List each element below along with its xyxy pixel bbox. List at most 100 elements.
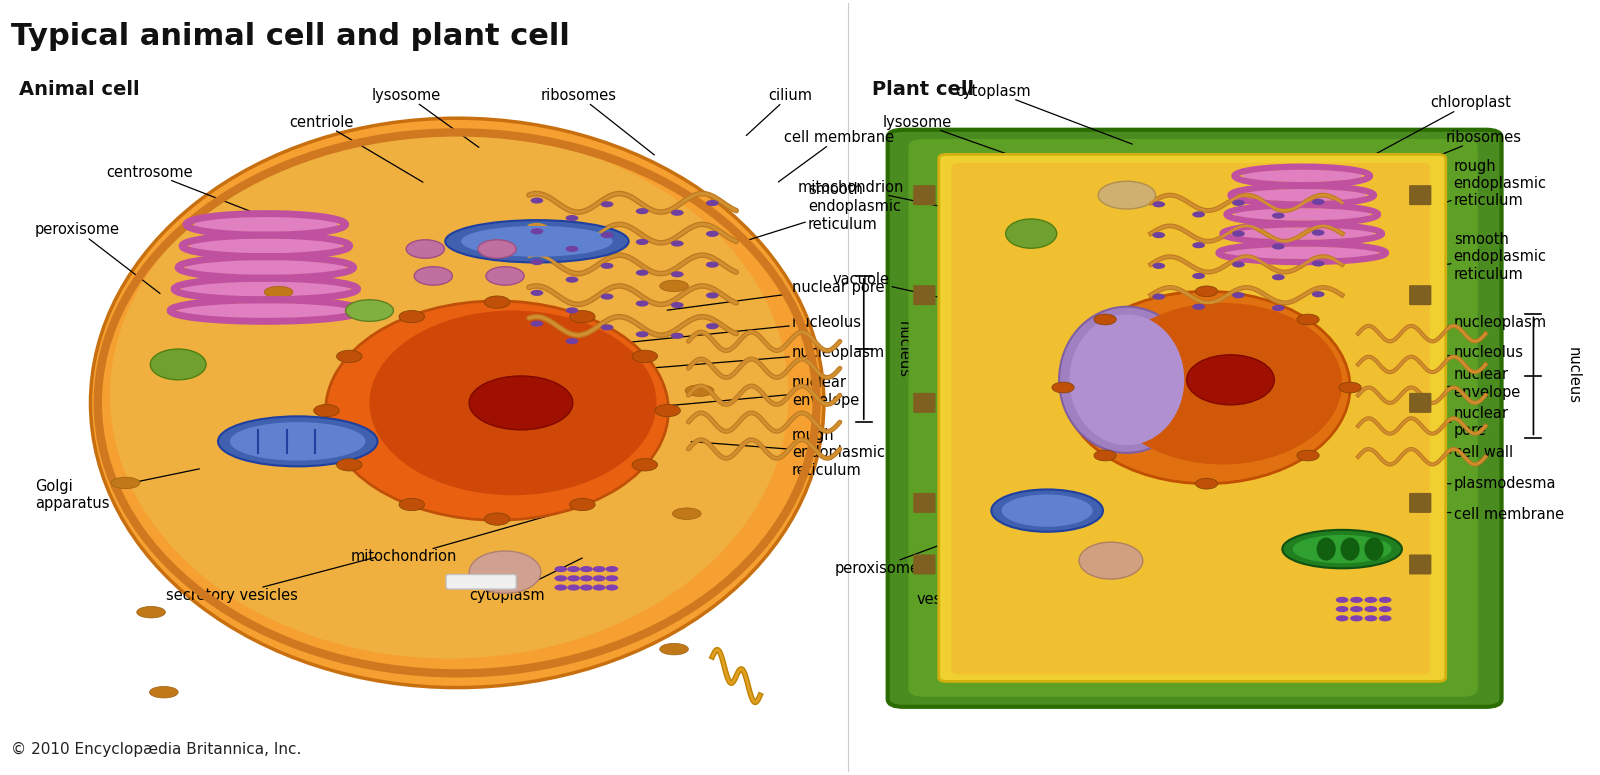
Ellipse shape	[1078, 542, 1142, 579]
Ellipse shape	[91, 119, 824, 687]
Circle shape	[555, 575, 568, 581]
Circle shape	[1094, 314, 1117, 325]
FancyBboxPatch shape	[446, 574, 517, 589]
Text: nuclear
pore: nuclear pore	[1354, 406, 1509, 439]
FancyBboxPatch shape	[914, 554, 936, 574]
Ellipse shape	[1187, 355, 1274, 405]
Ellipse shape	[1243, 170, 1362, 182]
Circle shape	[1272, 212, 1285, 219]
FancyBboxPatch shape	[1410, 493, 1432, 513]
Circle shape	[566, 308, 578, 313]
Text: plasmodesma: plasmodesma	[1432, 476, 1557, 491]
Circle shape	[1195, 286, 1218, 297]
Circle shape	[1312, 229, 1325, 236]
Ellipse shape	[110, 477, 139, 489]
Circle shape	[555, 584, 568, 591]
Ellipse shape	[186, 260, 346, 275]
Circle shape	[485, 296, 510, 308]
Circle shape	[600, 232, 613, 238]
Circle shape	[566, 338, 578, 344]
Circle shape	[600, 202, 613, 208]
Text: cilium: cilium	[746, 88, 813, 136]
Ellipse shape	[194, 217, 338, 232]
FancyBboxPatch shape	[1410, 285, 1432, 305]
Ellipse shape	[659, 281, 688, 291]
Circle shape	[1350, 597, 1363, 603]
Circle shape	[570, 311, 595, 322]
Circle shape	[336, 350, 362, 363]
FancyBboxPatch shape	[1410, 185, 1432, 205]
Ellipse shape	[659, 643, 688, 655]
Text: nucleoplasm: nucleoplasm	[651, 346, 885, 368]
Circle shape	[1298, 314, 1320, 325]
Circle shape	[670, 271, 683, 277]
Ellipse shape	[178, 303, 354, 319]
Ellipse shape	[182, 281, 349, 297]
Circle shape	[1098, 181, 1155, 209]
Circle shape	[555, 566, 568, 572]
Circle shape	[1365, 615, 1378, 622]
FancyBboxPatch shape	[939, 154, 1446, 681]
Circle shape	[654, 405, 680, 417]
Text: Typical animal cell and plant cell: Typical animal cell and plant cell	[11, 22, 570, 51]
Circle shape	[600, 263, 613, 269]
Text: mitochondrion: mitochondrion	[797, 180, 1013, 222]
Ellipse shape	[461, 226, 613, 257]
Text: Animal cell: Animal cell	[19, 80, 139, 98]
FancyBboxPatch shape	[914, 285, 936, 305]
Circle shape	[531, 290, 544, 296]
Text: nuclear
envelope: nuclear envelope	[1354, 367, 1522, 400]
Ellipse shape	[218, 416, 378, 467]
Text: ribosomes: ribosomes	[541, 88, 654, 155]
Circle shape	[1365, 597, 1378, 603]
Text: cytoplasm: cytoplasm	[469, 558, 582, 603]
Ellipse shape	[1238, 189, 1366, 202]
Text: nucleus: nucleus	[1565, 347, 1581, 405]
Circle shape	[1192, 273, 1205, 279]
Ellipse shape	[1293, 535, 1392, 563]
Ellipse shape	[1227, 246, 1378, 259]
Ellipse shape	[150, 349, 206, 380]
Circle shape	[632, 350, 658, 363]
Ellipse shape	[1365, 538, 1384, 560]
Circle shape	[531, 321, 544, 327]
Text: lysosome: lysosome	[882, 115, 1045, 167]
Circle shape	[706, 231, 718, 237]
Ellipse shape	[1059, 307, 1195, 453]
Circle shape	[1051, 382, 1074, 393]
Circle shape	[1094, 450, 1117, 461]
Circle shape	[1339, 382, 1362, 393]
Circle shape	[531, 228, 544, 234]
Circle shape	[670, 210, 683, 215]
Ellipse shape	[162, 367, 190, 378]
Text: nucleolus: nucleolus	[1354, 346, 1523, 363]
Circle shape	[670, 302, 683, 308]
Circle shape	[579, 566, 592, 572]
Text: secretory vesicles: secretory vesicles	[166, 557, 374, 603]
Text: nuclear pore: nuclear pore	[667, 280, 885, 310]
Ellipse shape	[1002, 494, 1093, 527]
Ellipse shape	[1062, 291, 1350, 484]
Ellipse shape	[326, 301, 669, 520]
Text: nucleoplasm: nucleoplasm	[1368, 315, 1547, 333]
Circle shape	[706, 323, 718, 329]
Circle shape	[579, 575, 592, 581]
Circle shape	[635, 331, 648, 337]
Circle shape	[531, 198, 544, 204]
Circle shape	[605, 575, 618, 581]
Circle shape	[1232, 292, 1245, 298]
Text: Plant cell: Plant cell	[872, 80, 974, 98]
Circle shape	[570, 498, 595, 511]
Circle shape	[1195, 478, 1218, 489]
Ellipse shape	[685, 385, 714, 396]
Ellipse shape	[672, 508, 701, 519]
Text: centrosome: centrosome	[107, 164, 294, 229]
Circle shape	[478, 239, 517, 258]
Circle shape	[1312, 199, 1325, 205]
Circle shape	[635, 301, 648, 307]
Circle shape	[1350, 615, 1363, 622]
Circle shape	[568, 566, 579, 572]
FancyBboxPatch shape	[1410, 393, 1432, 413]
Text: cell membrane: cell membrane	[1392, 507, 1563, 522]
Text: centriole: centriole	[290, 115, 422, 182]
